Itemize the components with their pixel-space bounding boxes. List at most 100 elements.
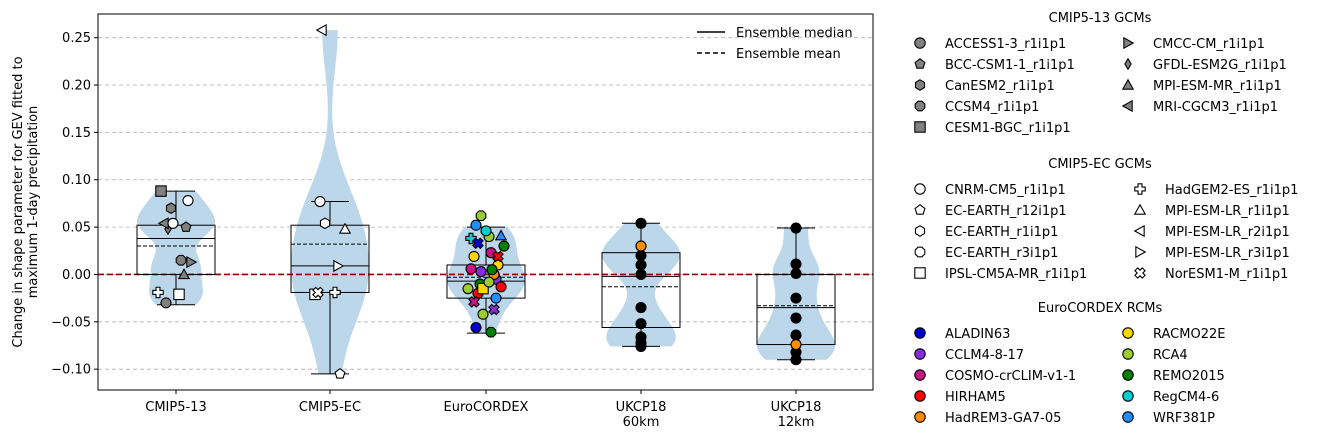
legend-item-label: CNRM-CM5_r1i1p1 xyxy=(945,183,1066,198)
legend-item-label: CanESM2_r1i1p1 xyxy=(945,79,1055,94)
data-point xyxy=(334,368,346,379)
legend-line-label: Ensemble mean xyxy=(736,47,841,62)
legend-item-label: GFDL-ESM2G_r1i1p1 xyxy=(1153,58,1287,73)
legend-marker-icon xyxy=(914,79,926,91)
data-point xyxy=(475,210,487,222)
x-tick-label: 12km xyxy=(778,415,815,430)
legend-item-label: EC-EARTH_r1i1p1 xyxy=(945,225,1058,240)
data-point xyxy=(477,308,489,320)
data-point xyxy=(167,217,179,229)
legend-marker-icon xyxy=(914,327,926,339)
legend-marker-icon xyxy=(1122,411,1134,423)
y-tick-label: 0.25 xyxy=(62,31,91,46)
legend-marker-icon xyxy=(914,204,926,215)
y-tick-label: 0.05 xyxy=(62,221,91,236)
legend-marker-icon xyxy=(914,58,926,69)
legend-marker-icon xyxy=(1122,390,1134,402)
data-point xyxy=(495,281,507,293)
legend-marker-icon xyxy=(914,246,926,258)
data-point xyxy=(490,292,502,304)
x-tick-label: UKCP18 xyxy=(771,400,822,415)
legend-marker-icon xyxy=(1122,327,1134,339)
y-tick-label: −0.10 xyxy=(51,363,91,378)
data-point xyxy=(314,195,326,208)
data-point xyxy=(475,266,487,278)
data-point xyxy=(485,326,497,338)
legend-item-label: MRI-CGCM3_r1i1p1 xyxy=(1153,100,1278,115)
x-tick-label: UKCP18 xyxy=(616,400,667,415)
data-point xyxy=(312,286,324,299)
legend-item-label: CMCC-CM_r1i1p1 xyxy=(1153,37,1265,52)
legend-marker-icon xyxy=(914,390,926,402)
data-point xyxy=(472,237,484,250)
data-point xyxy=(333,259,345,273)
data-point xyxy=(635,268,647,281)
legend-item-label: EC-EARTH_r12i1p1 xyxy=(945,204,1067,219)
data-point xyxy=(180,221,192,232)
legend-marker-icon xyxy=(914,348,926,360)
data-point xyxy=(468,296,480,308)
data-point xyxy=(635,259,647,271)
legend-item-label: ALADIN63 xyxy=(945,327,1010,342)
y-tick-label: 0.15 xyxy=(62,126,91,141)
legend-item-label: HIRHAM5 xyxy=(945,390,1006,405)
legend-marker-icon xyxy=(914,225,926,237)
data-point xyxy=(483,276,495,288)
legend-item-label: REMO2015 xyxy=(1153,369,1225,384)
legend-marker-icon xyxy=(1123,36,1135,50)
legend-item-label: NorESM1-M_r1i1p1 xyxy=(1165,267,1288,282)
legend-marker-icon xyxy=(1133,203,1147,215)
x-tick-label: 60km xyxy=(623,415,660,430)
data-point xyxy=(177,268,191,280)
legend-item-label: EC-EARTH_r3i1p1 xyxy=(945,246,1058,261)
legend-item-label: MPI-ESM-LR_r2i1p1 xyxy=(1165,225,1290,240)
data-point xyxy=(477,282,489,295)
data-point xyxy=(182,195,194,207)
data-point xyxy=(635,240,647,252)
legend-marker-icon xyxy=(914,411,926,423)
data-point xyxy=(635,302,647,314)
legend-marker-icon xyxy=(914,267,926,279)
legend: CMIP5-13 GCMs ACCESS1-3_r1i1p1 BCC-CSM1-1_… xyxy=(914,11,1298,426)
legend-marker-icon xyxy=(1124,57,1132,71)
data-point xyxy=(480,225,492,237)
legend-marker-icon xyxy=(914,369,926,381)
data-point xyxy=(790,329,802,341)
x-tick-label: CMIP5-13 xyxy=(145,400,206,415)
legend-item-label: ACCESS1-3_r1i1p1 xyxy=(945,37,1066,52)
data-point xyxy=(635,318,647,330)
y-axis-label: Change in shape parameter for GEV fitted… xyxy=(11,56,26,347)
legend-group-title: CMIP5-EC GCMs xyxy=(1048,157,1152,172)
data-point xyxy=(488,303,500,316)
legend-item-label: WRF381P xyxy=(1153,411,1215,426)
data-point xyxy=(635,340,647,352)
legend-item-label: MPI-ESM-LR_r1i1p1 xyxy=(1165,204,1290,219)
data-point xyxy=(319,217,331,230)
data-point xyxy=(173,288,185,301)
legend-line-label: Ensemble median xyxy=(736,26,853,41)
violin-0 xyxy=(137,191,215,305)
legend-item-label: CCLM4-8-17 xyxy=(945,348,1024,363)
data-point xyxy=(155,185,167,197)
y-tick-label: 0.00 xyxy=(62,268,91,283)
legend-marker-icon xyxy=(914,121,926,133)
data-point xyxy=(790,312,802,324)
data-point xyxy=(498,240,510,252)
data-point xyxy=(186,256,198,269)
x-tick-label: EuroCORDEX xyxy=(444,400,529,415)
legend-item-label: IPSL-CM5A-MR_r1i1p1 xyxy=(945,267,1087,282)
data-point xyxy=(462,283,474,295)
legend-marker-icon xyxy=(914,183,926,195)
legend-item-label: RCA4 xyxy=(1153,348,1188,363)
data-point xyxy=(315,23,327,37)
data-point xyxy=(329,286,341,299)
data-point xyxy=(790,338,802,351)
data-point xyxy=(338,222,352,234)
legend-item-label: CESM1-BGC_r1i1p1 xyxy=(945,121,1071,136)
data-point xyxy=(465,232,477,245)
y-tick-label: −0.05 xyxy=(51,315,91,330)
data-point xyxy=(790,354,802,366)
legend-item-label: BCC-CSM1-1_r1i1p1 xyxy=(945,58,1075,73)
legend-marker-icon xyxy=(1135,245,1147,259)
data-point xyxy=(635,249,647,262)
